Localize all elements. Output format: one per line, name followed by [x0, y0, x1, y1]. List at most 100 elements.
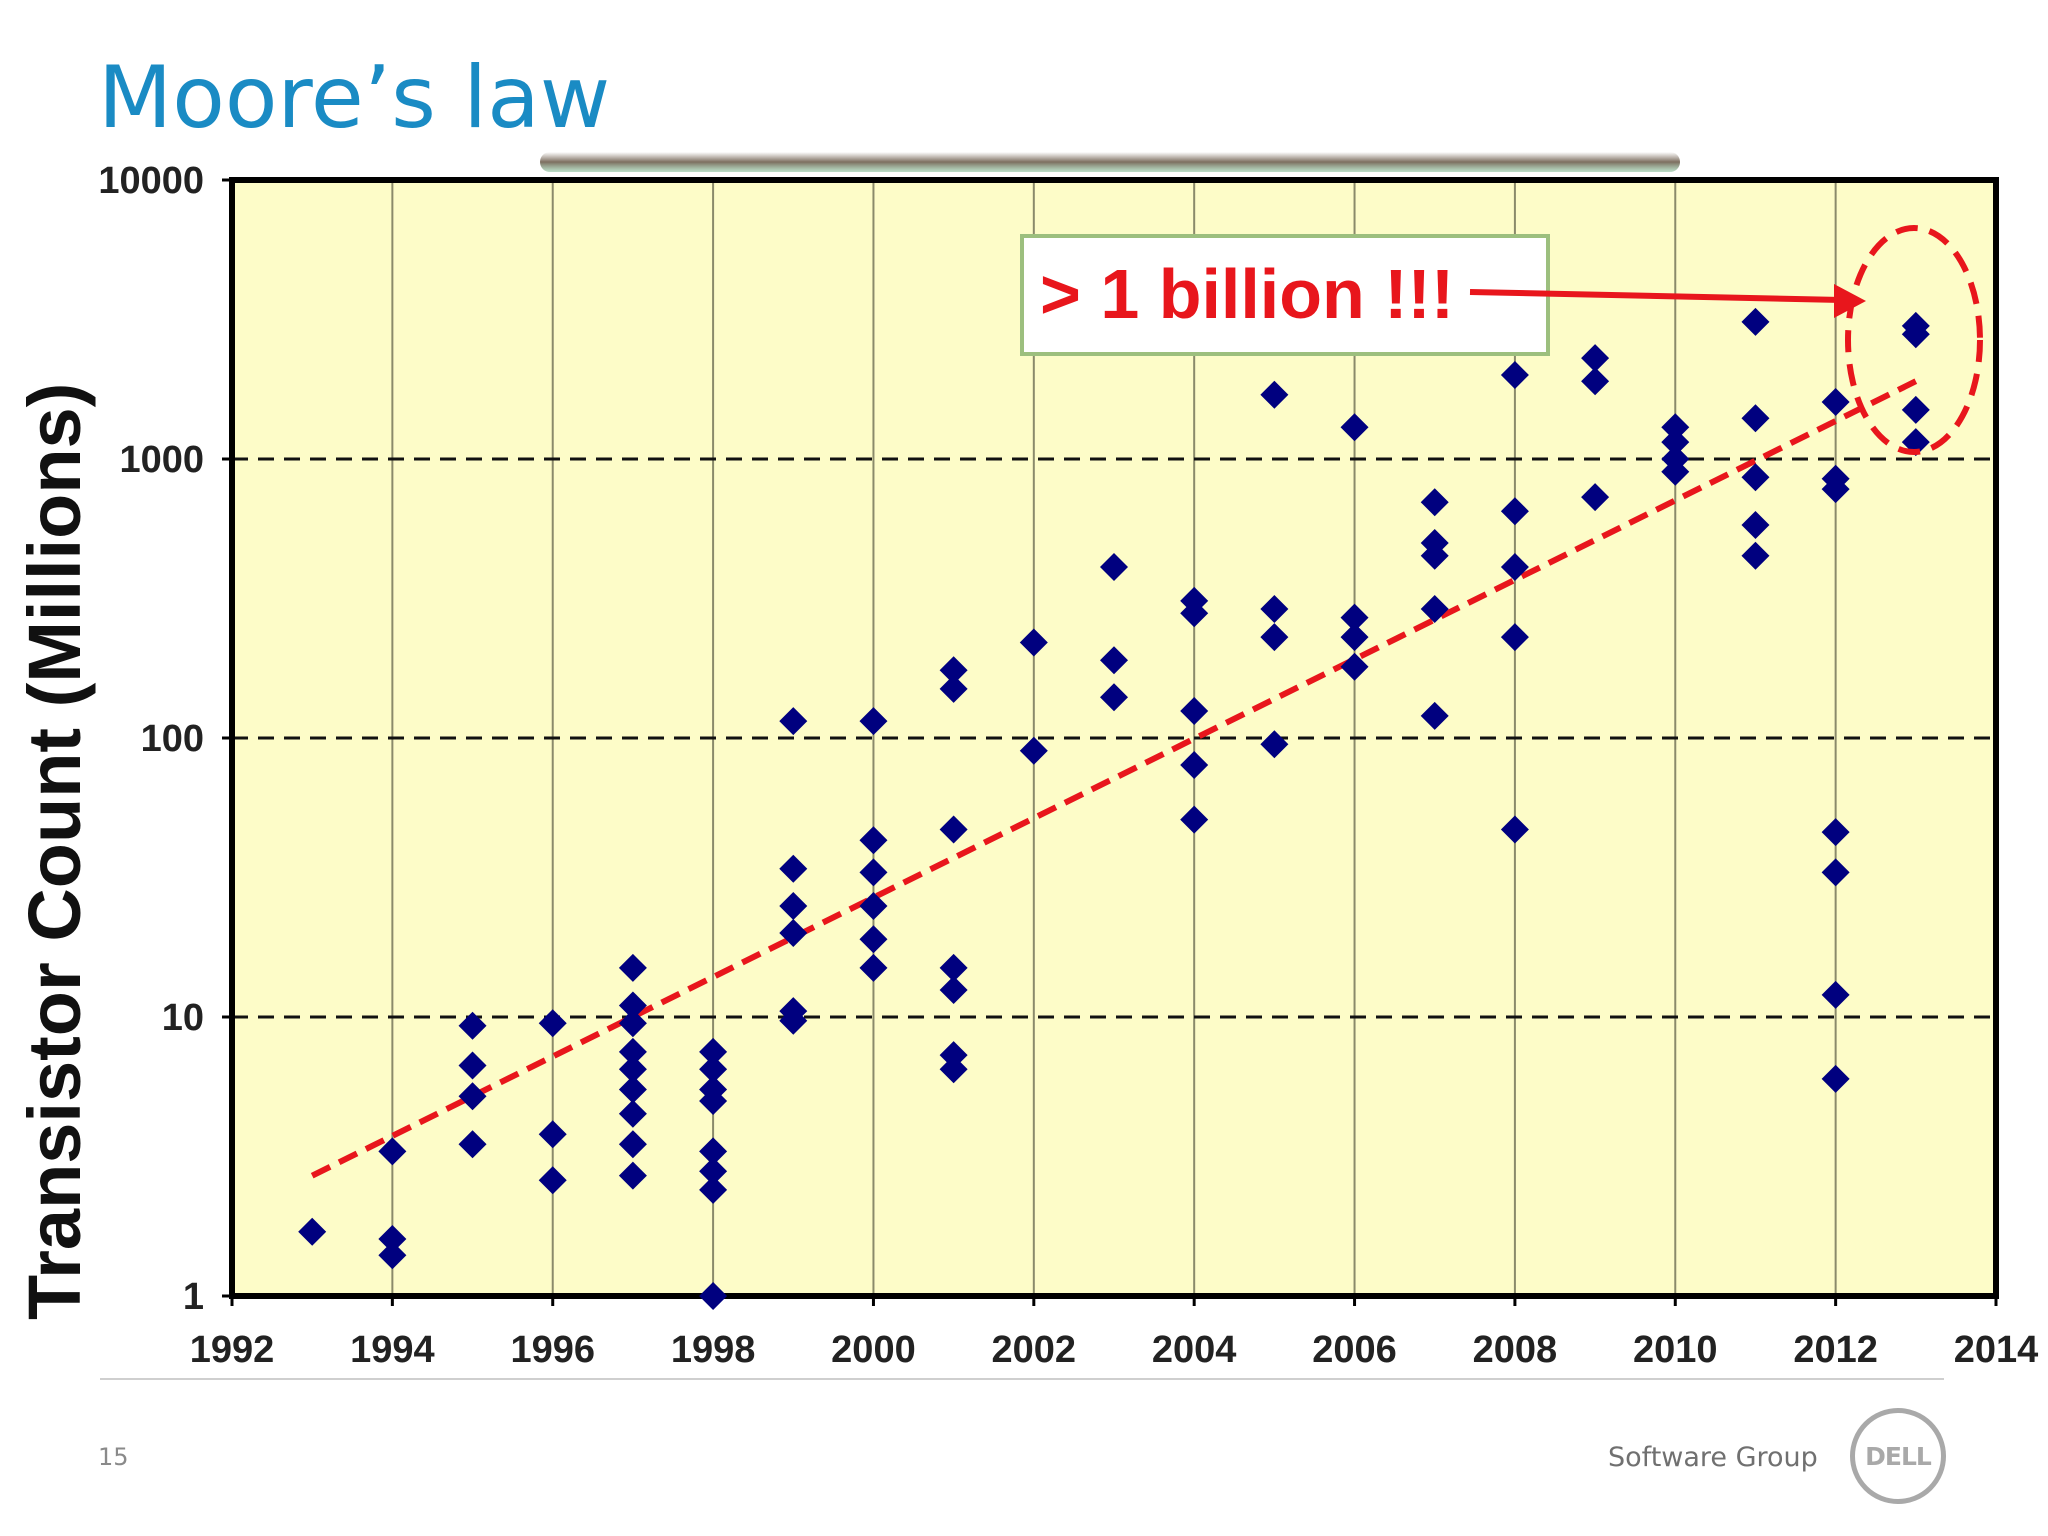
data-point	[699, 1037, 728, 1066]
data-point	[378, 1137, 407, 1166]
data-point	[779, 919, 808, 948]
x-tick-label: 2012	[1793, 1329, 1878, 1371]
data-point	[1581, 367, 1610, 396]
data-point	[939, 674, 968, 703]
slide-title: Moore’s law	[98, 48, 611, 148]
data-point	[859, 826, 888, 855]
data-point	[1821, 818, 1850, 847]
x-tick-label: 1996	[510, 1329, 595, 1371]
x-tick-label: 2010	[1633, 1329, 1718, 1371]
data-point	[1340, 652, 1369, 681]
data-point	[298, 1217, 327, 1246]
data-point	[939, 1055, 968, 1084]
data-point	[1420, 594, 1449, 623]
data-point	[1260, 730, 1289, 759]
data-point	[1901, 320, 1930, 349]
data-point	[1581, 483, 1610, 512]
data-point	[779, 707, 808, 736]
data-point	[618, 1009, 647, 1038]
data-point	[1100, 683, 1128, 712]
callout-text: > 1 billion !!!	[1040, 255, 1454, 333]
data-point	[1180, 696, 1209, 725]
data-point	[618, 1130, 647, 1159]
data-point	[1260, 594, 1289, 623]
data-point	[779, 854, 808, 883]
data-point	[1340, 623, 1369, 652]
header-shadow-band	[540, 152, 1680, 172]
data-point	[618, 1037, 647, 1066]
data-point	[1500, 815, 1529, 844]
data-point	[1500, 553, 1529, 582]
data-point	[1100, 646, 1128, 675]
data-point	[1180, 751, 1209, 780]
data-point	[618, 1099, 647, 1128]
data-point	[699, 1137, 728, 1166]
data-point	[458, 1051, 487, 1080]
data-point	[538, 1166, 567, 1195]
data-point	[699, 1282, 728, 1310]
data-point	[378, 1225, 407, 1254]
data-point	[1741, 511, 1770, 540]
data-point	[1500, 361, 1529, 390]
logo-text: DELL	[1865, 1441, 1932, 1471]
data-point	[1821, 1064, 1850, 1093]
footer-divider	[100, 1378, 1944, 1380]
data-point	[1180, 805, 1209, 834]
data-point	[779, 1006, 808, 1035]
data-point	[1741, 307, 1770, 336]
data-point	[1741, 541, 1770, 570]
data-point	[1180, 599, 1209, 628]
x-tick-label: 1992	[190, 1329, 275, 1371]
data-point	[378, 1241, 407, 1270]
highlight-ellipse	[1845, 225, 1983, 455]
data-point	[859, 925, 888, 954]
data-point	[458, 1082, 487, 1111]
y-tick-label: 1000	[119, 439, 204, 481]
data-point	[1661, 413, 1690, 442]
data-point	[1340, 413, 1369, 442]
data-point	[1019, 736, 1048, 765]
data-point	[538, 1009, 567, 1038]
callout-arrow-line	[1469, 289, 1843, 303]
data-point	[618, 1055, 647, 1084]
dell-logo-icon: DELL	[1850, 1408, 1946, 1504]
data-point	[939, 953, 968, 982]
callout-box	[1020, 234, 1550, 356]
data-point	[1661, 428, 1690, 457]
data-point	[538, 1120, 567, 1149]
data-point	[1420, 488, 1449, 517]
data-point	[1019, 628, 1048, 657]
data-point	[939, 1041, 968, 1070]
data-point	[618, 1161, 647, 1190]
data-point	[699, 1175, 728, 1204]
data-point	[1500, 497, 1529, 526]
x-tick-label: 1998	[671, 1329, 756, 1371]
data-point	[1420, 541, 1449, 570]
x-tick-label: 2008	[1473, 1329, 1558, 1371]
data-point	[1741, 404, 1770, 433]
data-point	[618, 953, 647, 982]
grid	[232, 180, 1996, 1296]
data-point	[458, 1130, 487, 1159]
x-tick-label: 2000	[831, 1329, 916, 1371]
y-tick-label: 1	[183, 1276, 204, 1318]
data-point	[1901, 395, 1930, 424]
data-point	[699, 1055, 728, 1084]
y-axis-label: Transistor Count (Millions)	[13, 383, 96, 1320]
data-point	[458, 1011, 487, 1040]
data-point	[859, 858, 888, 887]
data-point	[1661, 457, 1690, 486]
annotation-group: > 1 billion !!!	[1020, 225, 1983, 455]
data-point	[1821, 475, 1850, 504]
data-points	[298, 307, 1930, 1310]
data-point	[618, 1075, 647, 1104]
data-point	[1260, 623, 1289, 652]
page-number: 15	[98, 1443, 129, 1471]
data-point	[1420, 701, 1449, 730]
data-point	[779, 891, 808, 920]
data-point	[1821, 388, 1850, 417]
y-tick-label: 10	[162, 997, 204, 1039]
data-point	[1340, 603, 1369, 632]
x-tick-label: 2004	[1152, 1329, 1237, 1371]
